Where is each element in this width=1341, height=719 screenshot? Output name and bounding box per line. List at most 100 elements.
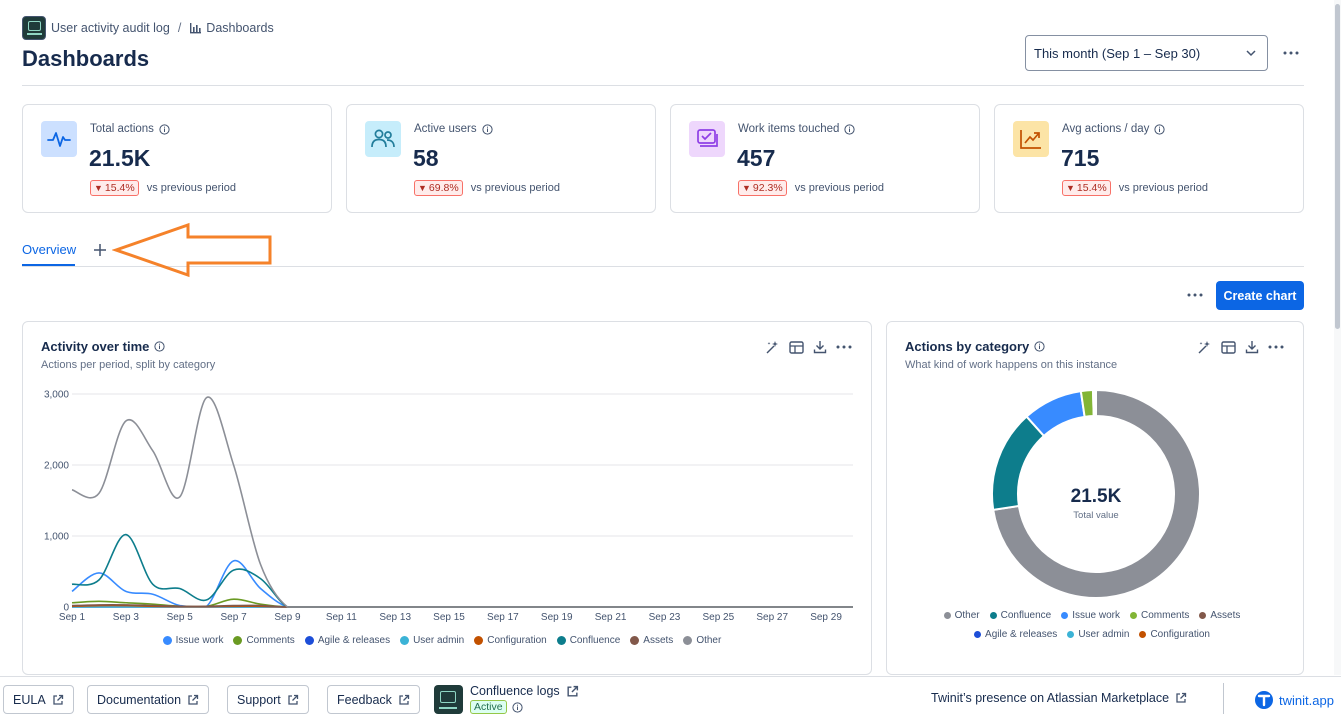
chart-title: Actions by category [905,339,1030,354]
comparison-text: vs previous period [146,182,236,194]
app-logo-icon[interactable] [22,16,46,40]
dashboard-more-icon[interactable] [1184,287,1206,303]
external-link-icon [287,694,299,706]
legend-label: User admin [413,635,465,646]
tab-overview[interactable]: Overview [22,242,77,257]
legend-item[interactable]: Confluence [556,635,621,646]
info-icon[interactable] [1154,123,1165,135]
legend-item[interactable]: Other [683,635,721,646]
x-tick-label: Sep 19 [541,612,573,623]
info-icon[interactable] [482,123,493,135]
legend-item[interactable]: Assets [630,635,673,646]
kpi-card-active-users: Active users 58 ▼ 69.8% vs previous perio… [346,104,656,213]
legend-item[interactable]: Comments [233,635,295,646]
legend-label: Agile & releases [317,635,391,646]
donut-center-label: Total value [1073,510,1118,521]
legend-swatch [989,612,997,619]
y-tick-label: 2,000 [44,461,69,472]
more-options-icon[interactable] [1280,44,1302,62]
table-view-icon[interactable] [1220,339,1236,355]
legend-item[interactable]: Configuration [1139,629,1210,640]
eula-link[interactable]: EULA [3,685,74,714]
support-link[interactable]: Support [227,685,309,714]
kpi-card-avg-actions-per-day: Avg actions / day 715 ▼ 15.4% vs previous… [994,104,1304,213]
delta-badge: ▼ 15.4% [90,180,139,196]
breadcrumb-app-link[interactable]: User activity audit log [51,21,170,35]
legend-item[interactable]: Agile & releases [974,629,1057,640]
footer: EULA Documentation Support Feedback Conf… [0,676,1341,719]
x-tick-label: Sep 5 [167,612,194,623]
arrow-down-icon: ▼ [94,183,103,193]
external-link-icon [187,694,199,706]
ai-sparkle-icon[interactable] [764,339,780,355]
legend-label: Configuration [487,635,547,646]
people-icon [365,121,401,157]
download-icon[interactable] [1244,339,1260,355]
breadcrumb-current[interactable]: Dashboards [206,21,274,35]
x-tick-label: Sep 25 [702,612,734,623]
feedback-link[interactable]: Feedback [327,685,420,714]
delta-badge: ▼ 69.8% [414,180,463,196]
kpi-card-work-items-touched: Work items touched 457 ▼ 92.3% vs previou… [670,104,980,213]
work-items-icon [689,121,725,157]
arrow-down-icon: ▼ [1066,183,1075,193]
x-tick-label: Sep 1 [59,612,86,623]
legend-item[interactable]: User admin [400,635,464,646]
create-chart-button[interactable]: Create chart [1216,281,1304,310]
add-tab-icon[interactable] [91,241,109,259]
series-line-issue-work [71,560,853,608]
legend-item[interactable]: Configuration [474,635,547,646]
x-tick-label: Sep 27 [756,612,788,623]
documentation-link[interactable]: Documentation [87,685,210,714]
x-tick-label: Sep 13 [379,612,411,623]
info-icon[interactable] [159,123,170,135]
legend-item[interactable]: Comments [1130,610,1189,621]
ai-sparkle-icon[interactable] [1196,339,1212,355]
kpi-label: Total actions [90,123,154,135]
footer-app-name[interactable]: Confluence logs [470,684,560,698]
legend-item[interactable]: Agile & releases [304,635,391,646]
twinit-brand-link[interactable]: twinit.app [1254,690,1334,710]
kpi-label: Avg actions / day [1062,123,1150,135]
category-donut-chart: 21.5K Total value [991,388,1201,599]
legend-item[interactable]: Issue work [162,635,223,646]
info-icon[interactable] [844,123,856,135]
legend-label: Issue work [1072,610,1121,621]
chart-more-icon[interactable] [836,339,852,355]
external-link-icon [1175,692,1187,704]
legend-item[interactable]: Assets [1199,610,1240,621]
legend-item[interactable]: Confluence [989,610,1052,621]
date-range-select[interactable]: This month (Sep 1 – Sep 30) [1025,35,1268,71]
legend-item[interactable]: Issue work [1061,610,1120,621]
legend-label: Confluence [1000,610,1052,621]
page-scrollbar-thumb[interactable] [1335,4,1340,329]
x-tick-label: Sep 21 [595,612,627,623]
activity-over-time-panel: Activity over time Actions per period, s… [22,321,872,675]
info-icon[interactable] [511,701,523,713]
download-icon[interactable] [812,339,828,355]
activity-pulse-icon [41,121,77,157]
legend-swatch [1199,612,1207,619]
info-icon[interactable] [1034,341,1045,352]
twinit-logo-icon [1254,690,1274,710]
chart-more-icon[interactable] [1268,339,1284,355]
marketplace-link[interactable]: Twinit’s presence on Atlassian Marketpla… [931,691,1187,705]
legend-item[interactable]: Other [943,610,980,621]
status-badge: Active [470,700,507,714]
legend-item[interactable]: User admin [1067,629,1129,640]
chart-subtitle: Actions per period, split by category [41,359,216,371]
page-scrollbar-track[interactable] [1334,0,1341,675]
y-tick-label: 3,000 [44,390,69,401]
y-tick-label: 1,000 [44,532,69,543]
legend-label: Agile & releases [985,629,1058,640]
legend-swatch [943,612,951,619]
delta-badge: ▼ 15.4% [1062,180,1111,196]
x-tick-label: Sep 29 [810,612,842,623]
donut-slice-other [992,388,1201,599]
header-divider [22,85,1304,86]
legend-label: Confluence [569,635,621,646]
x-tick-label: Sep 9 [274,612,301,623]
info-icon[interactable] [154,341,165,352]
legend-swatch [683,636,693,645]
table-view-icon[interactable] [788,339,804,355]
